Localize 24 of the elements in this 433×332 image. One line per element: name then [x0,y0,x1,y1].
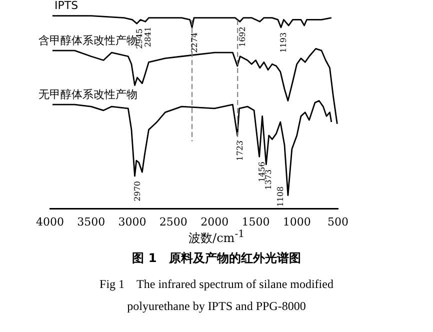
x-tick-label: 3500 [77,215,106,228]
annotation: 1692 [238,26,247,48]
text: Fig 1 The infrared spectrum of silane modified polyurethane by IPTS and PPG-8000 [98,276,334,315]
annotation: 1373 [264,169,274,190]
annotation: 2970 [132,181,142,202]
x-tick-label: 1000 [282,215,311,228]
text: 图 1 原料及产物的红外光谱图 [131,250,302,267]
x-tick-label: 2500 [159,215,188,228]
annotation: 2274 [190,32,200,53]
series-label: 无甲醇体系改性产物 [38,88,138,101]
x-tick-label: 3000 [118,215,146,228]
annotation: 2841 [143,26,152,48]
annotation: 1108 [276,186,286,207]
x-tick-label: 4000 [36,215,64,228]
series-label: 含甲醇体系改性产物 [38,34,138,47]
x-tick-label: 500 [328,215,348,228]
annotation: 1456 [257,162,266,182]
x-tick-label: 2000 [200,215,229,228]
series-label: IPTS [54,0,78,12]
x-axis-title: 波数/cm$^{-1}$ [188,229,246,247]
annotation: 1193 [279,32,288,53]
x-tick-label: 1500 [242,215,270,228]
annotation: 2945 [134,28,144,49]
annotation: 1723 [235,140,244,161]
